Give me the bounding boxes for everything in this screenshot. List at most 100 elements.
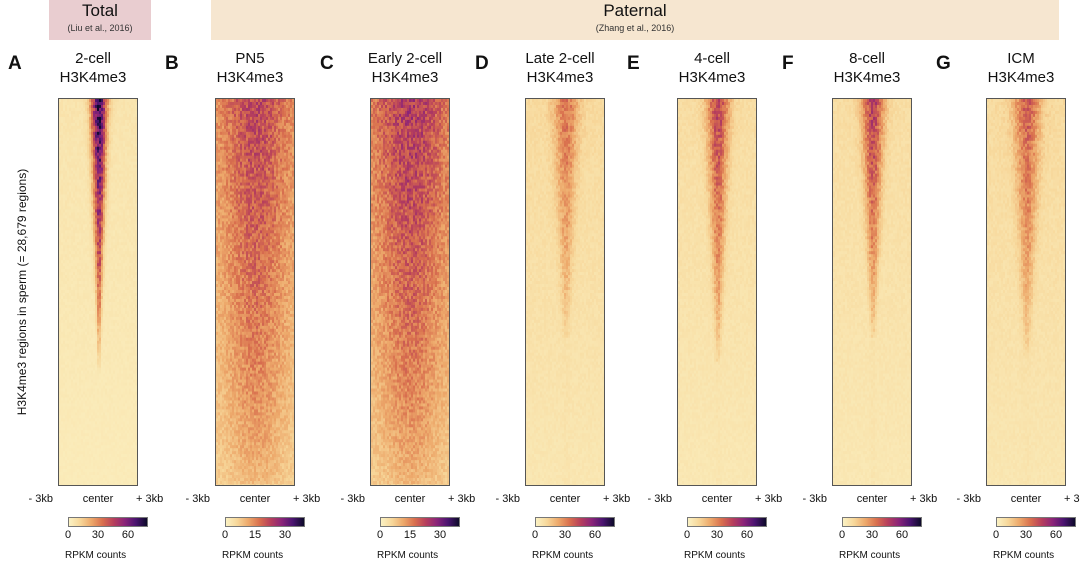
heatmap-cell [135,370,137,374]
heatmap-cell [85,140,88,145]
heatmap-cell [73,173,76,177]
heatmap-cell [95,209,98,213]
heatmap-cell [113,331,116,336]
heatmap-cell [65,442,68,446]
heatmap-cell [63,409,66,413]
heatmap-cell [133,418,136,422]
heatmap-cell [93,370,96,374]
heatmap-cell [87,319,90,324]
heatmap-cell [69,239,72,243]
heatmap-cell [97,376,100,380]
heatmap-cell [115,298,118,303]
heatmap-cell [79,110,82,115]
heatmap-cell [115,397,118,401]
heatmap-cell [127,433,130,437]
heatmap-cell [137,391,138,394]
heatmap-cell [91,245,94,249]
heatmap-cell [89,427,92,431]
heatmap-cell [121,149,124,154]
heatmap-cell [79,331,82,336]
heatmap-cell [59,173,62,177]
heatmap-cell [69,442,72,446]
heatmap-cell [135,185,137,189]
heatmap-cell [63,203,66,207]
heatmap-cell [113,445,116,449]
heatmap-cell [89,343,92,348]
heatmap-cell [121,406,124,410]
heatmap-cell [119,182,122,186]
heatmap-cell [111,307,114,312]
heatmap-cell [59,218,62,222]
heatmap-cell [109,295,112,300]
heatmap-cell [85,221,88,225]
heatmap-cell [113,287,116,291]
heatmap-cell [65,281,68,285]
heatmap-cell [61,313,64,318]
heatmap-cell [119,304,122,309]
heatmap-cell [131,134,134,139]
heatmap-cell [69,361,72,366]
heatmap-cell [91,194,94,198]
heatmap-cell [67,361,70,366]
heatmap-cell [121,143,124,148]
heatmap-cell [129,152,132,157]
heatmap-cell [119,391,122,395]
heatmap-cell [113,301,116,306]
heatmap-cell [95,376,98,380]
heatmap-cell [103,278,106,282]
heatmap-cell [91,203,94,207]
heatmap-cell [93,113,96,118]
heatmap-cell [61,119,64,124]
heatmap-cell [137,338,138,341]
heatmap-cell [67,134,70,139]
heatmap-cell [127,391,130,395]
heatmap-cell [109,346,112,351]
heatmap-cell [107,394,110,398]
heatmap-cell [59,424,62,428]
heatmap-cell [71,290,74,294]
heatmap-cell [133,260,136,264]
heatmap-cell [127,451,130,455]
heatmap-cell [99,412,102,416]
heatmap-cell [105,173,108,177]
heatmap-cell [113,340,116,345]
heatmap-cell [125,269,128,273]
heatmap-cell [59,379,62,383]
heatmap-cell [125,119,128,124]
heatmap-cell [117,385,120,389]
heatmap-cell [67,254,70,258]
heatmap-cell [131,337,134,342]
heatmap-cell [65,230,68,234]
heatmap-cell [137,454,138,457]
heatmap-cell [73,460,76,464]
heatmap-cell [125,143,128,148]
heatmap-cell [63,218,66,222]
heatmap-cell [111,454,114,458]
heatmap-cell [123,307,126,312]
heatmap-cell [99,454,102,458]
heatmap-cell [129,266,132,270]
heatmap-cell [65,352,68,357]
heatmap-cell [105,433,108,437]
heatmap-cell [99,269,102,273]
heatmap-cell [99,152,102,157]
heatmap-cell [109,415,112,419]
heatmap-cell [61,125,64,130]
heatmap-cell [125,101,128,106]
heatmap-cell [95,331,98,336]
heatmap-cell [123,400,126,404]
heatmap-cell [75,284,78,288]
heatmap-cell [75,295,78,300]
heatmap-cell [105,400,108,404]
heatmap-cell [117,427,120,431]
heatmap-cell [117,349,120,354]
heatmap-cell [119,355,122,360]
heatmap-cell [113,134,116,139]
heatmap-cell [127,191,130,195]
heatmap-cell [93,164,96,169]
heatmap-cell [83,203,86,207]
heatmap-cell [67,269,70,273]
heatmap-cell [59,343,62,348]
heatmap-cell [135,364,137,369]
heatmap-cell [125,298,128,303]
